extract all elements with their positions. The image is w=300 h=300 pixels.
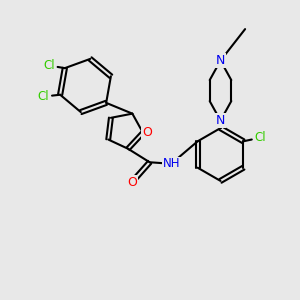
Text: O: O <box>142 126 152 139</box>
Text: Cl: Cl <box>44 59 55 72</box>
Text: Cl: Cl <box>254 131 266 144</box>
Text: N: N <box>216 54 225 67</box>
Text: O: O <box>127 176 137 189</box>
Text: Cl: Cl <box>38 90 50 103</box>
Text: NH: NH <box>163 157 180 170</box>
Text: N: N <box>216 114 225 127</box>
